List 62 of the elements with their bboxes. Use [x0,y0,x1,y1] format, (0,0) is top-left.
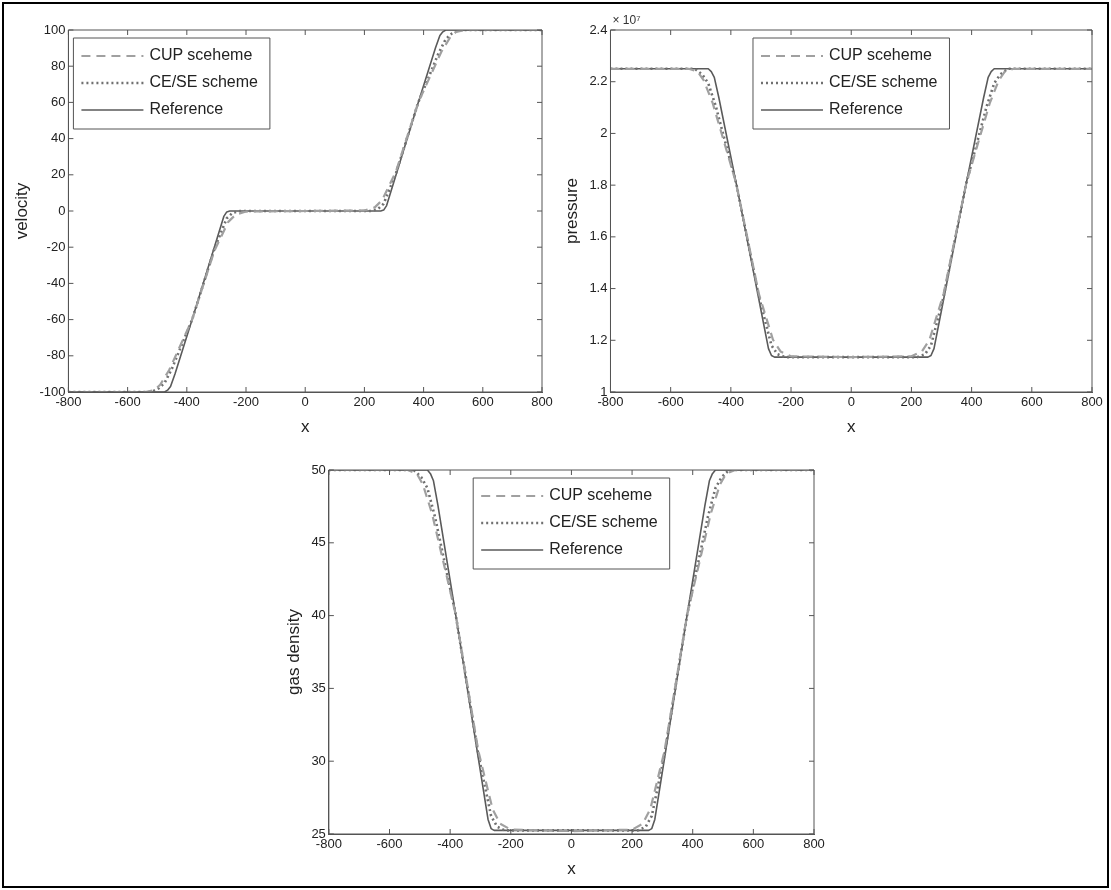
x-tick-label: 800 [803,836,825,852]
x-tick-label: 200 [621,836,643,852]
legend-label: CUP sceheme [549,486,653,504]
y-tick-label: 45 [311,534,326,550]
y-tick-label: 20 [50,166,66,182]
x-tick-label: 400 [960,394,983,410]
y-tick-label: -40 [46,274,66,290]
y-tick-label: 1.4 [589,280,608,296]
x-tick-label: 0 [301,394,309,410]
x-axis-title: x [846,417,856,437]
legend-label: CE/SE scheme [828,73,938,91]
x-tick-label: 0 [847,394,855,410]
y-axis-title: velocity [11,182,31,240]
y-tick-label: 35 [311,679,326,695]
y-tick-label: 2.2 [589,73,608,89]
x-tick-label: -400 [437,836,464,852]
x-tick-label: -600 [657,394,684,410]
legend-label: CUP sceheme [149,46,253,64]
x-tick-label: 400 [681,836,704,852]
legend-label: CUP sceheme [828,46,932,64]
text: × 10⁷ [612,13,641,28]
x-tick-label: 400 [412,394,435,410]
y-tick-label: 1.8 [589,176,608,192]
x-tick-label: 200 [353,394,376,410]
y-tick-label: 50 [311,461,326,477]
y-tick-label: 1.6 [589,228,608,244]
y-tick-label: 0 [58,202,66,218]
x-tick-label: -600 [114,394,141,410]
y-tick-label: 1.2 [589,331,608,347]
y-axis-title: gas density [283,608,303,695]
x-axis-title: x [300,417,310,437]
x-tick-label: 800 [1081,394,1103,410]
x-tick-label: 600 [471,394,494,410]
y-tick-label: 40 [311,607,326,623]
y-tick-label: -60 [46,311,66,327]
y-tick-label: -20 [46,238,66,254]
legend-label: Reference [149,100,224,118]
y-tick-label: 40 [50,130,66,146]
y-tick-label: 80 [50,57,66,73]
x-tick-label: -200 [233,394,260,410]
x-tick-label: -400 [717,394,744,410]
legend-label: Reference [549,540,624,558]
x-tick-label: -200 [497,836,524,852]
y-tick-label: 60 [50,93,66,109]
legend-label: CE/SE scheme [549,513,658,531]
y-tick-label: -80 [46,347,66,363]
y-axis-title: pressure [561,177,581,245]
x-tick-label: 600 [742,836,765,852]
legend-label: Reference [828,100,903,118]
legend-label: CE/SE scheme [149,73,258,91]
x-axis-title: x [567,859,577,879]
x-tick-label: -200 [778,394,805,410]
x-tick-label: 0 [567,836,576,852]
x-tick-label: -600 [376,836,403,852]
y-tick-label: 100 [43,21,66,37]
x-tick-label: -400 [173,394,200,410]
y-tick-label: 30 [311,752,326,768]
y-tick-label: 2.4 [589,21,608,37]
x-tick-label: 800 [531,394,553,410]
x-tick-label: 600 [1020,394,1043,410]
x-tick-label: 200 [900,394,923,410]
y-tick-label: 2 [600,125,608,141]
